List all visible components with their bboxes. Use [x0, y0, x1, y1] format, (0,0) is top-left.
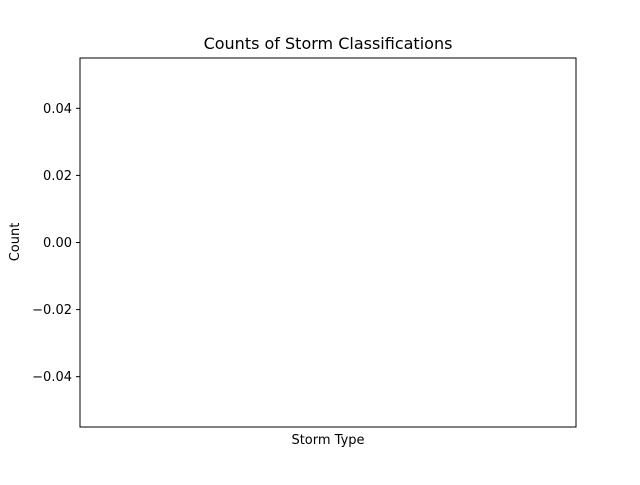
y-tick-label: 0.00 — [43, 236, 72, 251]
y-axis-label: Count — [8, 223, 23, 262]
y-tick-label: −0.02 — [32, 303, 72, 318]
x-axis-label: Storm Type — [291, 433, 364, 448]
y-tick-label: 0.04 — [43, 102, 72, 117]
y-tick-label: 0.02 — [43, 169, 72, 184]
plot-area-frame — [79, 57, 577, 428]
y-axis-ticks: 0.04 0.02 0.00 −0.02 −0.04 — [32, 102, 80, 385]
chart-title: Counts of Storm Classifications — [204, 34, 453, 53]
y-tick-label: −0.04 — [32, 370, 72, 385]
